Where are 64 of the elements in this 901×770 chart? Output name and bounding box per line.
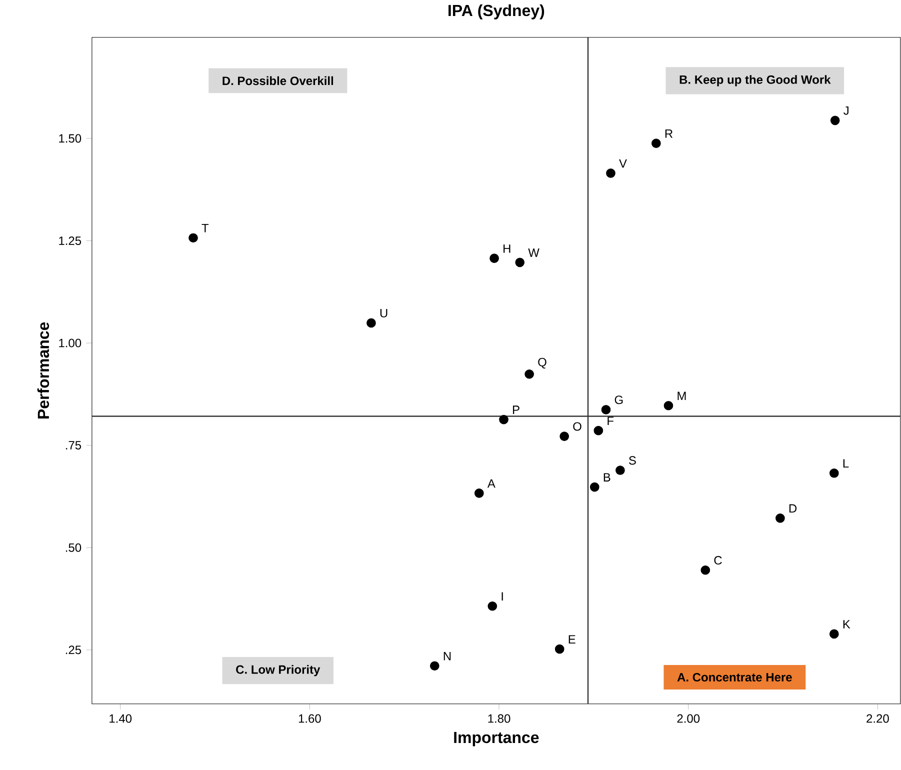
point: [524, 370, 534, 379]
annotation: U: [380, 309, 388, 318]
annotation: W: [528, 248, 540, 257]
point: [700, 566, 710, 575]
y-tick-label: .50: [66, 543, 82, 552]
annotation: C: [714, 556, 722, 565]
point: [490, 254, 499, 264]
annotation: J: [844, 106, 848, 115]
point: [554, 644, 564, 654]
point: [664, 401, 674, 410]
point: [366, 318, 376, 328]
y-tick-label: 1.00: [59, 338, 82, 348]
point: [499, 414, 508, 424]
annotation: B: [604, 473, 610, 482]
annotation: I: [502, 592, 503, 601]
point: [829, 468, 839, 478]
y-tick-label: 1.25: [59, 236, 82, 246]
annotation: N: [444, 652, 451, 660]
point: [430, 661, 440, 671]
x-tick-label: 1.40: [110, 714, 132, 723]
x-tick-label: 1.80: [488, 714, 510, 723]
point: [776, 514, 785, 523]
annotation: Q: [538, 358, 546, 369]
annotation: E: [568, 635, 576, 644]
annotation: B. Keep up the Good Work: [680, 75, 831, 86]
y-tick-label: 1.50: [59, 134, 82, 143]
point: [606, 168, 616, 178]
point: [488, 602, 498, 611]
x-tick-label: 2.00: [677, 714, 700, 723]
point: [652, 138, 661, 148]
annotation: T: [202, 224, 209, 232]
point: [590, 482, 600, 492]
x-tick-label: 2.20: [866, 714, 889, 723]
annotation: M: [678, 392, 686, 400]
point: [188, 233, 198, 243]
x-tick-label: 1.60: [298, 714, 321, 723]
annotation: O: [573, 422, 582, 431]
annotation: V: [619, 159, 627, 168]
annotation: C. Low Priority: [236, 665, 320, 676]
annotation: K: [843, 620, 850, 628]
annotation: P: [512, 406, 520, 414]
point: [830, 116, 840, 126]
annotation: S: [628, 456, 636, 465]
point: [560, 432, 570, 442]
annotation: A. Concentrate Here: [677, 673, 792, 682]
annotation: A: [487, 479, 496, 488]
point: [616, 466, 625, 476]
annotation: L: [843, 459, 849, 468]
chart-title: IPA (Sydney): [448, 4, 544, 20]
y-axis-title: Performance: [37, 322, 50, 419]
y-tick-label: .75: [66, 441, 82, 450]
annotation: D: [789, 504, 797, 513]
annotation: F: [608, 416, 614, 426]
annotation: R: [665, 130, 673, 138]
point: [515, 258, 525, 268]
annotation: G: [614, 396, 623, 404]
x-axis-title: Importance: [454, 732, 539, 746]
annotation: D. Possible Overkill: [222, 76, 334, 86]
point: [829, 629, 839, 639]
annotation: H: [504, 244, 510, 253]
y-tick-label: .25: [66, 646, 82, 654]
point: [474, 488, 484, 498]
point: [594, 426, 604, 436]
point: [601, 405, 611, 414]
